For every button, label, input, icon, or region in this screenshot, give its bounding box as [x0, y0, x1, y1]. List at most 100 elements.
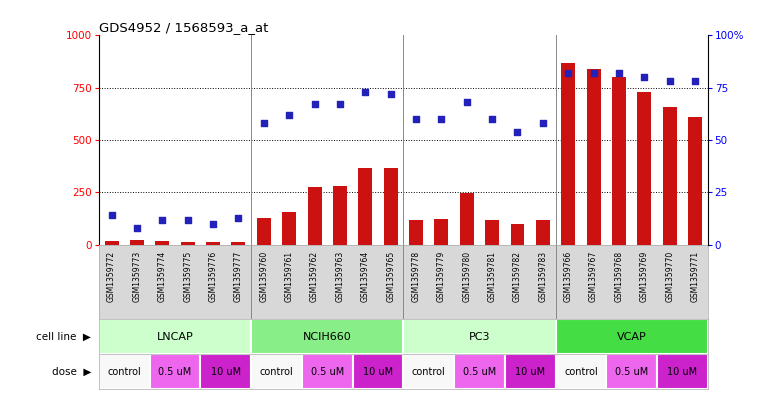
Bar: [105, 241, 119, 245]
Bar: [460, 193, 473, 245]
Text: GSM1359773: GSM1359773: [132, 251, 142, 302]
Point: [410, 116, 422, 122]
Bar: [505, 354, 556, 389]
Bar: [663, 107, 677, 245]
Point: [460, 99, 473, 106]
Text: control: control: [564, 367, 598, 376]
Text: GSM1359760: GSM1359760: [260, 251, 269, 302]
Text: 0.5 uM: 0.5 uM: [615, 367, 648, 376]
Text: 10 uM: 10 uM: [211, 367, 240, 376]
Point: [334, 101, 346, 108]
Bar: [556, 354, 607, 389]
Text: GSM1359772: GSM1359772: [107, 251, 116, 302]
Point: [384, 91, 396, 97]
Text: 0.5 uM: 0.5 uM: [310, 367, 344, 376]
Point: [664, 78, 676, 84]
Text: GSM1359769: GSM1359769: [640, 251, 649, 302]
Bar: [403, 319, 556, 354]
Text: GDS4952 / 1568593_a_at: GDS4952 / 1568593_a_at: [99, 21, 269, 34]
Text: GSM1359780: GSM1359780: [462, 251, 471, 302]
Bar: [251, 354, 302, 389]
Bar: [688, 117, 702, 245]
Text: 10 uM: 10 uM: [515, 367, 545, 376]
Bar: [282, 212, 296, 245]
Point: [283, 112, 295, 118]
Text: PC3: PC3: [469, 332, 490, 342]
Text: GSM1359764: GSM1359764: [361, 251, 370, 302]
Text: GSM1359767: GSM1359767: [589, 251, 598, 302]
Point: [258, 120, 270, 127]
Point: [435, 116, 447, 122]
Bar: [256, 218, 271, 245]
Point: [638, 74, 651, 81]
Point: [106, 212, 118, 219]
Bar: [200, 354, 251, 389]
Text: GSM1359766: GSM1359766: [564, 251, 573, 302]
Point: [511, 129, 524, 135]
Text: cell line  ▶: cell line ▶: [37, 332, 91, 342]
Point: [156, 217, 168, 223]
Bar: [612, 77, 626, 245]
Text: GSM1359774: GSM1359774: [158, 251, 167, 302]
Point: [308, 101, 320, 108]
Bar: [511, 224, 524, 245]
Bar: [99, 319, 251, 354]
Point: [207, 221, 219, 227]
Text: control: control: [107, 367, 142, 376]
Bar: [556, 319, 708, 354]
Text: GSM1359770: GSM1359770: [665, 251, 674, 302]
Bar: [454, 354, 505, 389]
Bar: [130, 240, 144, 245]
Text: 10 uM: 10 uM: [667, 367, 697, 376]
Text: GSM1359775: GSM1359775: [183, 251, 193, 302]
Bar: [99, 354, 150, 389]
Text: GSM1359781: GSM1359781: [488, 251, 497, 302]
Bar: [302, 354, 352, 389]
Point: [562, 70, 575, 76]
Bar: [155, 241, 170, 245]
Bar: [231, 242, 245, 245]
Text: GSM1359777: GSM1359777: [234, 251, 243, 302]
Point: [613, 70, 625, 76]
Bar: [486, 220, 499, 245]
Bar: [435, 219, 448, 245]
Text: GSM1359765: GSM1359765: [386, 251, 395, 302]
Bar: [403, 354, 454, 389]
Bar: [587, 69, 600, 245]
Bar: [657, 354, 708, 389]
Bar: [150, 354, 200, 389]
Point: [537, 120, 549, 127]
Text: VCAP: VCAP: [616, 332, 647, 342]
Bar: [561, 62, 575, 245]
Text: 0.5 uM: 0.5 uM: [463, 367, 496, 376]
Point: [182, 217, 194, 223]
Text: GSM1359762: GSM1359762: [310, 251, 319, 302]
Text: LNCAP: LNCAP: [157, 332, 193, 342]
Text: control: control: [260, 367, 294, 376]
Text: GSM1359779: GSM1359779: [437, 251, 446, 302]
Point: [689, 78, 701, 84]
Text: GSM1359782: GSM1359782: [513, 251, 522, 302]
Bar: [352, 354, 403, 389]
Text: GSM1359768: GSM1359768: [614, 251, 623, 302]
Bar: [409, 220, 423, 245]
Point: [587, 70, 600, 76]
Point: [486, 116, 498, 122]
Bar: [307, 187, 322, 245]
Text: NCIH660: NCIH660: [303, 332, 352, 342]
Point: [359, 89, 371, 95]
Bar: [206, 242, 220, 245]
Text: 0.5 uM: 0.5 uM: [158, 367, 192, 376]
Bar: [638, 92, 651, 245]
Text: 10 uM: 10 uM: [363, 367, 393, 376]
Bar: [607, 354, 657, 389]
Bar: [333, 186, 347, 245]
Point: [131, 225, 143, 231]
Text: dose  ▶: dose ▶: [52, 367, 91, 376]
Text: GSM1359783: GSM1359783: [538, 251, 547, 302]
Bar: [536, 220, 550, 245]
Bar: [181, 242, 195, 245]
Text: GSM1359761: GSM1359761: [285, 251, 294, 302]
Text: GSM1359778: GSM1359778: [412, 251, 421, 302]
Text: control: control: [412, 367, 446, 376]
